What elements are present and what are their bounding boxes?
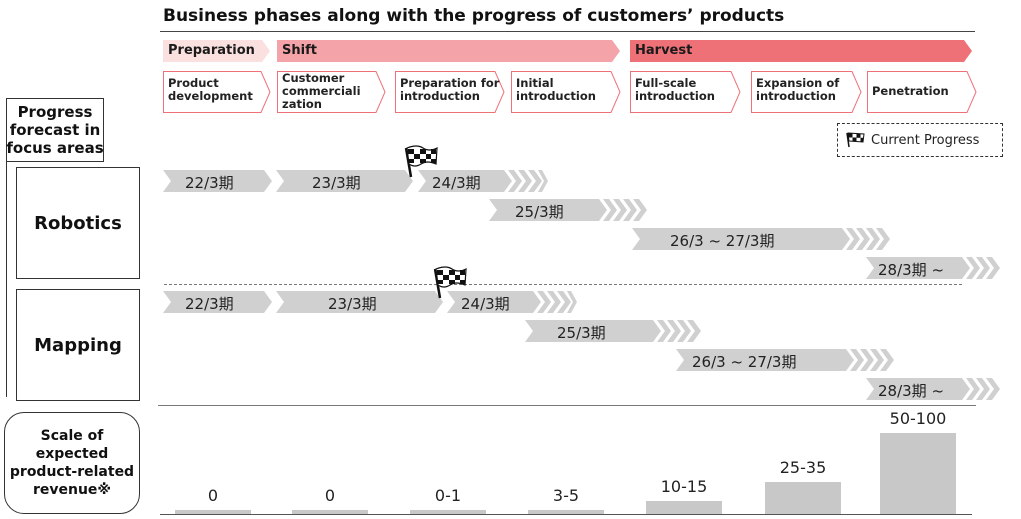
revenue-bar [528, 509, 604, 514]
page-title: Business phases along with the progress … [163, 6, 785, 26]
period-label: 25/3期 [515, 203, 564, 221]
revenue-bar [292, 510, 368, 514]
mapping-period-1: 22/3期 [163, 291, 273, 313]
step-label: Penetration [872, 84, 949, 98]
step-label: Preparation for introduction [400, 76, 500, 103]
phase-harvest-label: Harvest [635, 43, 693, 58]
revenue-bar [646, 500, 722, 514]
period-label: 23/3期 [312, 174, 361, 192]
revenue-label: 10-15 [660, 476, 708, 496]
step-product-development: Product development [163, 71, 271, 113]
period-label: 26/3 ~ 27/3期 [670, 232, 775, 250]
step-full-scale-introduction: Full-scale introduction [630, 71, 741, 113]
step-label: Initial introduction [516, 76, 596, 103]
step-preparation-for-introduction: Preparation for introduction [395, 71, 505, 113]
revenue-label: 0-1 [434, 486, 462, 505]
revenue-bar [765, 481, 841, 514]
phase-shift: Shift [277, 40, 620, 62]
forecast-label-box: Progress forecast in focus areas [6, 98, 104, 162]
robotics-label-box: Robotics [16, 167, 140, 279]
title-divider [160, 31, 975, 32]
step-penetration: Penetration [867, 71, 977, 113]
revenue-bar [175, 510, 251, 514]
step-expansion-of-introduction: Expansion of introduction [751, 71, 862, 113]
robotics-period-6: 28/3期 ~ [866, 257, 1000, 279]
robotics-progress-flag-icon [403, 144, 439, 178]
revenue-label: 3-5 [552, 485, 580, 505]
period-label: 22/3期 [185, 174, 234, 192]
mapping-period-5: 26/3 ~ 27/3期 [676, 349, 894, 371]
revenue-divider [158, 405, 976, 406]
mapping-period-2: 23/3期 [276, 291, 444, 313]
robotics-period-2: 23/3期 [276, 170, 414, 192]
period-label: 22/3期 [185, 295, 234, 313]
step-customer-commercialization: Customer commerciali zation [277, 71, 386, 113]
mapping-period-6: 28/3期 ~ [866, 378, 1000, 400]
phase-harvest: Harvest [630, 40, 972, 62]
period-label: 24/3期 [461, 295, 510, 313]
period-label: 25/3期 [557, 324, 606, 342]
period-label: 28/3期 ~ [878, 261, 945, 279]
revenue-label: 0 [207, 486, 219, 505]
robotics-period-3: 24/3期 [418, 170, 548, 192]
revenue-baseline [160, 514, 972, 515]
revenue-label-box: Scale of expected product-related revenu… [4, 412, 140, 514]
checkered-flag-icon [846, 132, 866, 148]
step-label: Expansion of introduction [756, 76, 840, 103]
left-bracket-line [6, 101, 7, 397]
step-label: Customer commerciali zation [282, 71, 361, 111]
phase-shift-label: Shift [282, 43, 317, 58]
period-label: 28/3期 ~ [878, 382, 945, 400]
period-label: 24/3期 [432, 174, 481, 192]
revenue-label: 0 [324, 486, 336, 505]
phase-preparation-label: Preparation [168, 43, 255, 58]
section-divider [164, 284, 962, 285]
robotics-period-1: 22/3期 [163, 170, 273, 192]
revenue-label: 25-35 [779, 457, 827, 477]
step-initial-introduction: Initial introduction [511, 71, 621, 113]
period-label: 26/3 ~ 27/3期 [692, 353, 797, 371]
legend-current-progress: Current Progress [837, 123, 1003, 157]
revenue-label: 50-100 [889, 409, 947, 428]
step-label: Full-scale introduction [635, 76, 715, 103]
legend-label: Current Progress [871, 133, 980, 148]
mapping-label-box: Mapping [16, 289, 140, 401]
phase-preparation: Preparation [163, 40, 270, 62]
period-label: 23/3期 [328, 295, 377, 313]
revenue-bar [410, 510, 486, 514]
step-label: Product development [168, 76, 253, 103]
robotics-period-4: 25/3期 [489, 199, 651, 221]
robotics-period-5: 26/3 ~ 27/3期 [632, 228, 894, 250]
mapping-period-4: 25/3期 [525, 320, 705, 342]
revenue-bar [880, 433, 956, 514]
mapping-progress-flag-icon [432, 265, 468, 299]
mapping-period-3: 24/3期 [447, 291, 577, 313]
